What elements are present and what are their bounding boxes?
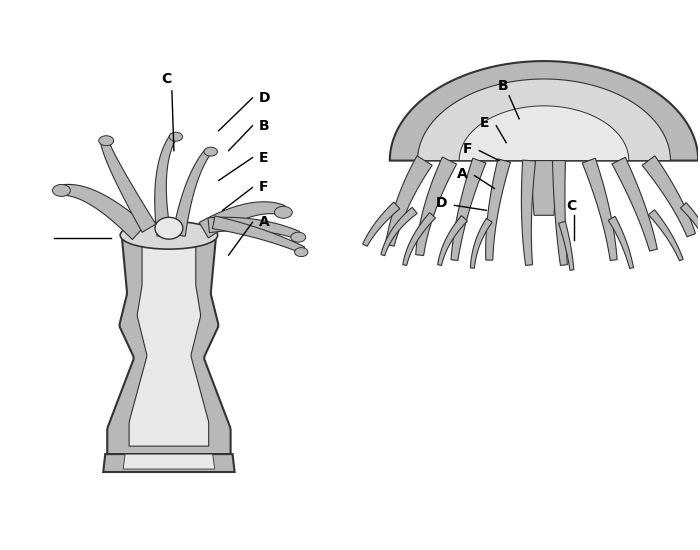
Polygon shape	[129, 245, 209, 446]
Ellipse shape	[274, 206, 293, 218]
Polygon shape	[522, 160, 536, 266]
Polygon shape	[612, 157, 657, 251]
Polygon shape	[680, 202, 700, 253]
Polygon shape	[381, 207, 417, 256]
Text: F: F	[463, 142, 473, 156]
Polygon shape	[212, 216, 304, 254]
Polygon shape	[451, 158, 486, 261]
Polygon shape	[648, 210, 683, 261]
Text: A: A	[258, 215, 270, 229]
Polygon shape	[418, 79, 671, 161]
Text: D: D	[436, 196, 447, 210]
Text: F: F	[258, 180, 268, 195]
Polygon shape	[155, 134, 177, 236]
Polygon shape	[208, 217, 300, 239]
Text: B: B	[498, 79, 508, 93]
Text: C: C	[566, 199, 576, 213]
Polygon shape	[559, 221, 574, 270]
Text: C: C	[161, 72, 171, 86]
Polygon shape	[459, 106, 629, 161]
Polygon shape	[642, 156, 696, 237]
Polygon shape	[552, 161, 568, 266]
Polygon shape	[363, 202, 400, 246]
Text: E: E	[258, 151, 268, 164]
Ellipse shape	[120, 221, 218, 249]
Polygon shape	[530, 161, 558, 215]
Ellipse shape	[99, 136, 113, 146]
Polygon shape	[390, 61, 698, 161]
Polygon shape	[416, 157, 456, 256]
Ellipse shape	[290, 232, 306, 242]
Text: E: E	[480, 116, 489, 130]
Text: A: A	[456, 167, 468, 180]
Ellipse shape	[155, 217, 183, 239]
Polygon shape	[104, 454, 234, 472]
Text: B: B	[258, 119, 269, 133]
Text: D: D	[258, 91, 270, 105]
Polygon shape	[199, 202, 285, 238]
Polygon shape	[438, 216, 468, 266]
Ellipse shape	[169, 132, 183, 141]
Polygon shape	[123, 454, 215, 469]
Polygon shape	[470, 218, 492, 268]
Polygon shape	[172, 148, 211, 236]
Polygon shape	[107, 240, 230, 454]
Polygon shape	[100, 140, 156, 232]
Polygon shape	[582, 158, 617, 261]
Polygon shape	[386, 156, 432, 246]
Polygon shape	[402, 213, 435, 266]
Ellipse shape	[52, 184, 71, 196]
Ellipse shape	[295, 248, 308, 257]
Ellipse shape	[204, 147, 218, 156]
Polygon shape	[486, 159, 510, 260]
Polygon shape	[59, 184, 146, 239]
Polygon shape	[608, 216, 634, 268]
